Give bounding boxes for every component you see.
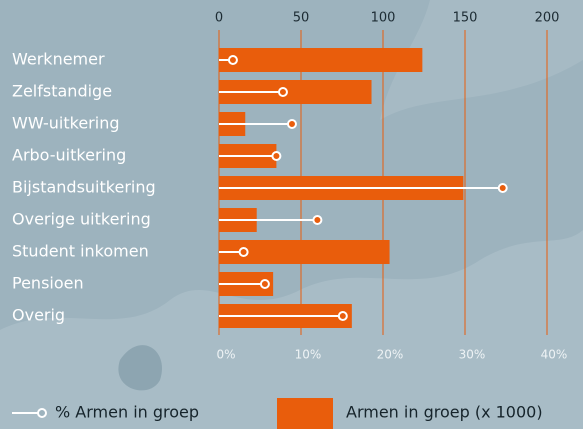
lollipop-dot (337, 311, 348, 321)
lollipop-dot (238, 247, 249, 257)
lollipop-dot (277, 87, 288, 97)
lollipop-dot (312, 215, 323, 225)
x-tick-label: 200 (535, 11, 560, 26)
x-tick-label: 50 (293, 11, 310, 26)
lollipop-dot (271, 151, 282, 161)
lollipop-dot (286, 119, 297, 129)
legend-label: % Armen in groep (55, 403, 199, 422)
x2-tick-label: 40% (541, 348, 568, 362)
category-label: Pensioen (12, 274, 84, 293)
category-label: Overige uitkering (12, 210, 151, 229)
category-label: Zelfstandige (12, 82, 112, 101)
category-label: Student inkomen (12, 242, 149, 261)
x2-tick-label: 20% (377, 348, 404, 362)
x-tick-label: 100 (371, 11, 396, 26)
x-tick-label: 150 (453, 11, 478, 26)
category-label: WW-uitkering (12, 114, 119, 133)
category-label: Werknemer (12, 50, 105, 69)
lollipop-dot (227, 55, 238, 65)
lollipop-dot (259, 279, 270, 289)
legend-label: Armen in groep (x 1000) (346, 403, 543, 422)
category-label: Overig (12, 306, 65, 325)
map-shape (118, 345, 162, 391)
map-shape (380, 0, 583, 120)
category-label: Bijstandsuitkering (12, 178, 156, 197)
x2-tick-label: 30% (459, 348, 486, 362)
legend-swatch (277, 398, 333, 429)
lollipop-dot (497, 183, 508, 193)
bar (219, 48, 423, 72)
legend-dot (37, 408, 47, 418)
category-label: Arbo-uitkering (12, 146, 126, 165)
x2-tick-label: 10% (295, 348, 322, 362)
x-tick-label: 0 (215, 11, 223, 26)
x2-tick-label: 0% (216, 348, 235, 362)
